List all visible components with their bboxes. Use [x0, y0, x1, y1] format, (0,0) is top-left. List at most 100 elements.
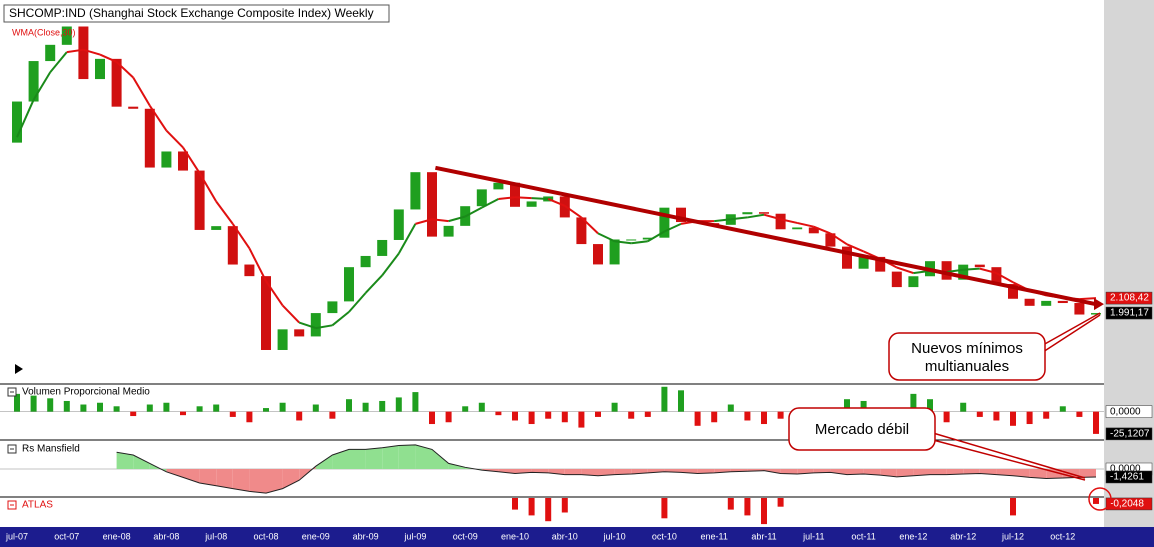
callout-pointer	[932, 432, 1086, 479]
wma-segment	[315, 324, 333, 330]
wma-segment	[415, 218, 433, 225]
candle	[1057, 300, 1068, 304]
area-segment	[199, 469, 217, 486]
callout-pointer	[1042, 314, 1101, 353]
bar	[30, 395, 37, 412]
wma-segment	[165, 129, 184, 149]
area-segment	[913, 469, 930, 476]
candle	[576, 217, 587, 245]
area-segment	[697, 469, 715, 474]
bar	[97, 402, 103, 412]
area-segment	[166, 469, 183, 478]
bar	[595, 411, 601, 417]
bar	[163, 402, 170, 412]
bar	[528, 411, 535, 425]
bar	[777, 411, 784, 419]
candle	[227, 226, 238, 265]
candle	[194, 170, 205, 230]
candle	[941, 261, 952, 280]
candle	[825, 233, 836, 247]
area-segment	[614, 469, 632, 475]
annotation-text: Nuevos mínimos	[911, 340, 1023, 357]
bar	[412, 392, 419, 412]
wma-segment	[846, 243, 864, 253]
wma-segment	[331, 311, 350, 327]
x-tick-label: abr-10	[552, 531, 578, 541]
area-segment	[315, 455, 333, 469]
candle	[443, 225, 454, 237]
x-axis-band	[0, 527, 1154, 547]
bar	[976, 411, 983, 417]
wma-segment	[198, 172, 218, 203]
candle	[742, 212, 753, 215]
wma-segment	[963, 267, 980, 271]
candle	[1074, 303, 1085, 315]
bar	[860, 400, 867, 412]
wma-segment	[580, 216, 599, 235]
area-segment	[880, 469, 897, 477]
bar	[545, 411, 552, 419]
value-tag-label: 0,0000	[1110, 406, 1141, 417]
candle	[393, 209, 404, 240]
area-segment	[232, 469, 250, 492]
bar	[379, 400, 386, 412]
bar	[1093, 411, 1099, 434]
wma-segment	[481, 198, 499, 209]
bar	[1059, 406, 1066, 412]
candle	[310, 313, 321, 337]
wma-segment	[231, 223, 251, 249]
value-tag-label: -0,2048	[1110, 499, 1144, 510]
plot-layer: 2.108,42 1.991,17 jul-07 oct-07 ene-08 abr-08…	[0, 26, 1153, 541]
area-segment	[133, 455, 150, 469]
bar	[678, 390, 684, 412]
value-tag	[1105, 470, 1153, 484]
area-segment	[863, 469, 881, 476]
area-segment	[282, 469, 300, 489]
bar	[429, 411, 435, 425]
candle	[609, 239, 620, 265]
candle	[78, 26, 89, 80]
x-tick-label: ene-12	[899, 531, 927, 541]
bar	[744, 411, 751, 421]
wma-segment	[813, 225, 831, 235]
candle	[974, 264, 985, 268]
candle	[775, 213, 786, 230]
candle	[593, 244, 603, 265]
wma-segment	[83, 48, 101, 56]
wma-segment	[49, 51, 68, 73]
wma-segment	[298, 321, 317, 330]
x-tick-label: jul-07	[5, 531, 28, 541]
bar	[346, 399, 352, 412]
x-tick-label: jul-11	[802, 531, 824, 541]
bar	[196, 406, 203, 412]
area-segment	[183, 469, 200, 483]
x-tick-label: abr-11	[751, 531, 776, 541]
wma-segment	[647, 230, 665, 243]
wma-segment	[397, 223, 417, 255]
legend-entry: WMA(Close,30)	[12, 27, 76, 37]
area-segment	[963, 469, 980, 475]
bar	[296, 411, 303, 421]
wma-segment	[348, 292, 367, 313]
candle	[244, 264, 255, 277]
wma-segment	[215, 200, 234, 225]
value-tag-label: -25,1207	[1110, 429, 1150, 440]
area-segment	[216, 469, 233, 489]
candle	[111, 58, 122, 107]
candle	[128, 106, 139, 109]
wma-segment	[1079, 297, 1097, 301]
callout-pointer	[932, 439, 1086, 481]
wma-segment	[281, 304, 300, 324]
bar	[910, 393, 917, 412]
area-segment	[365, 447, 383, 469]
bar	[63, 400, 70, 412]
bar	[661, 498, 668, 519]
area-segment	[349, 449, 366, 469]
wma-segment	[714, 218, 731, 223]
candle	[642, 237, 653, 240]
area-segment	[830, 469, 847, 475]
candle	[991, 267, 1002, 285]
scroll-arrow[interactable]	[15, 364, 23, 374]
candle	[211, 226, 222, 230]
